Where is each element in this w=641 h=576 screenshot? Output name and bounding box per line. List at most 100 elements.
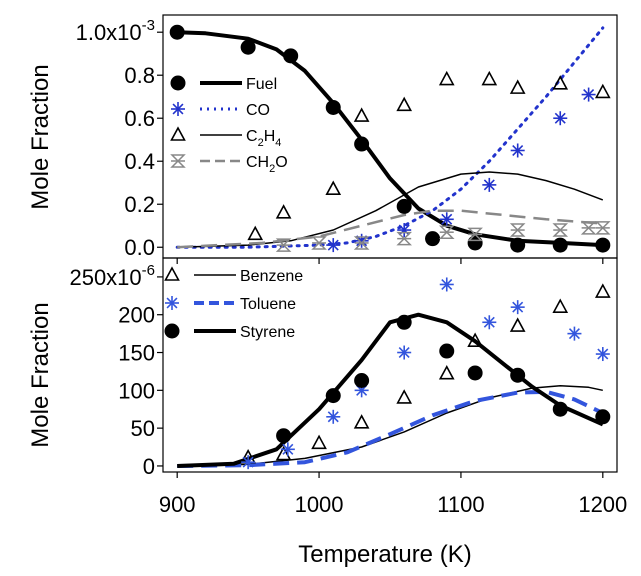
data-point-ch — [396, 231, 412, 246]
data-point-benzene-shape — [594, 283, 611, 298]
data-point-fuel-shape — [425, 231, 441, 247]
data-point-fuel-shape — [283, 48, 299, 64]
series-line-styrene — [177, 312, 604, 468]
data-point-c-shape — [481, 70, 498, 86]
data-point-ch-shape — [595, 221, 611, 235]
data-point-toluene — [595, 347, 610, 362]
legend-subscript: 2 — [258, 137, 264, 149]
data-point-fuel-shape — [467, 235, 483, 251]
data-point-toluene — [439, 277, 454, 292]
data-point-fuel — [396, 198, 412, 214]
y-tick-label: 0.2 — [124, 192, 155, 217]
legend-label-toluene: Toluene — [240, 296, 296, 313]
data-point-toluene — [326, 409, 341, 424]
data-point-ch — [467, 227, 483, 242]
data-point-fuel-shape — [354, 136, 370, 152]
data-point-ch-shape — [552, 223, 569, 237]
data-point-ch — [311, 236, 327, 250]
data-point-c-shape — [552, 75, 569, 90]
data-point-styrene-shape — [325, 388, 341, 404]
y-tick-base: 250x10 — [69, 265, 141, 290]
legend-marker-co-stroke — [172, 103, 184, 115]
data-point-toluene — [482, 315, 497, 330]
data-point-fuel-shape — [169, 24, 185, 40]
y-tick-label: 100 — [118, 378, 155, 403]
legend-text: CH — [246, 154, 269, 171]
legend-marker-ch-shape — [170, 154, 186, 168]
data-point-styrene — [276, 428, 292, 444]
data-point-ch-shape — [353, 236, 370, 250]
data-point-fuel — [425, 231, 441, 247]
data-point-benzene-shape — [509, 317, 526, 332]
data-point-benzene-shape — [353, 414, 370, 429]
data-point-ch-shape — [467, 227, 483, 242]
data-point-styrene-shape — [439, 343, 455, 359]
y-tick-label: 1.0x10-3 — [76, 17, 155, 45]
y-tick-base: 1.0x10 — [76, 20, 142, 45]
data-point-fuel-shape — [552, 237, 568, 253]
data-point-ch — [438, 225, 455, 239]
legend-text: Styrene — [240, 324, 295, 341]
data-point-toluene-stroke — [597, 348, 609, 360]
y-tick-exponent: -6 — [142, 262, 155, 279]
data-point-c-shape — [275, 204, 292, 219]
data-point-toluene-stroke — [441, 278, 453, 290]
data-point-benzene — [594, 283, 611, 298]
data-point-fuel — [595, 237, 611, 253]
data-point-co-stroke — [512, 144, 524, 156]
y-axis-label-top: Mole Fraction — [27, 64, 54, 209]
data-point-benzene-shape — [467, 332, 483, 347]
data-point-toluene-stroke — [483, 316, 495, 328]
data-point-co-stroke — [554, 112, 566, 124]
data-point-benzene — [467, 332, 483, 347]
data-point-fuel — [354, 136, 370, 152]
series-line-fuel — [177, 30, 603, 248]
data-point-styrene — [396, 314, 412, 330]
y-axis-label-bottom: Mole Fraction — [27, 302, 54, 447]
y-tick-label: 150 — [118, 341, 155, 366]
legend-marker-toluene-stroke — [166, 297, 178, 309]
series-line-benzene — [177, 385, 603, 467]
data-point-fuel — [325, 99, 341, 115]
legend-subscript: 2 — [269, 163, 275, 175]
legend-label-fuel: Fuel — [246, 76, 277, 93]
data-point-c-shape — [396, 96, 413, 112]
data-point-c — [275, 204, 292, 219]
data-point-styrene — [325, 388, 341, 404]
data-point-toluene-stroke — [512, 301, 524, 313]
data-point-ch — [353, 236, 370, 250]
data-point-fuel — [240, 39, 256, 55]
legend-marker-co — [171, 102, 185, 116]
data-point-c — [509, 79, 526, 94]
data-point-co-stroke — [441, 213, 453, 225]
legend-marker-ch — [170, 154, 186, 168]
data-point-styrene-shape — [354, 373, 370, 389]
legend-label-co: CO — [246, 102, 270, 119]
data-point-benzene-shape — [552, 298, 569, 313]
data-point-toluene — [280, 442, 295, 457]
data-point-co — [326, 238, 341, 253]
data-point-fuel — [283, 48, 299, 64]
legend-marker-styrene — [164, 323, 180, 339]
data-point-benzene — [438, 365, 455, 380]
data-point-toluene-stroke — [568, 328, 580, 340]
data-point-c — [438, 70, 455, 86]
series-line-co — [175, 26, 605, 249]
data-point-benzene-shape — [438, 365, 455, 380]
data-point-benzene — [552, 298, 569, 313]
data-point-benzene-shape — [311, 434, 327, 450]
data-point-co — [354, 233, 369, 248]
data-point-styrene-shape — [510, 367, 526, 383]
legend-marker-styrene-shape — [164, 323, 180, 339]
data-point-fuel-shape — [510, 237, 526, 253]
x-axis-label: Temperature (K) — [298, 541, 471, 568]
data-point-styrene-shape — [467, 365, 483, 381]
legend-label-styrene: Styrene — [240, 324, 295, 341]
data-point-toluene — [397, 345, 412, 360]
data-point-styrene — [467, 365, 483, 381]
data-point-benzene — [509, 317, 526, 332]
data-point-styrene-shape — [595, 409, 611, 425]
data-point-co — [439, 212, 454, 227]
legend-marker-fuel — [170, 75, 186, 91]
